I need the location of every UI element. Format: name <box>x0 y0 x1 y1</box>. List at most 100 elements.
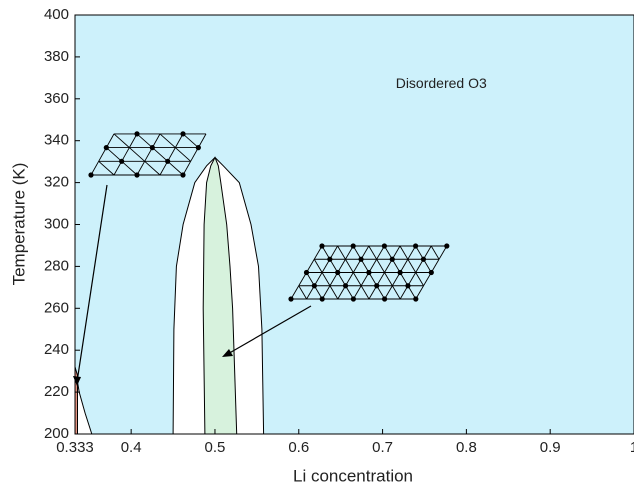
lattice-site <box>303 269 310 276</box>
lattice-line <box>175 147 191 162</box>
lattice-site <box>350 243 356 249</box>
lattice-line <box>298 285 307 300</box>
annotation: Disordered O3 <box>396 75 487 91</box>
lattice-site <box>149 145 155 151</box>
y-tick-label: 340 <box>44 132 69 149</box>
lattice-line <box>430 245 440 260</box>
lattice-line <box>360 285 370 300</box>
x-tick-label: 0.333 <box>56 439 94 456</box>
lattice-line <box>113 133 130 148</box>
x-tick-label: 0.9 <box>540 439 561 456</box>
lattice-line <box>376 259 385 273</box>
lattice-site <box>180 172 186 178</box>
lattice-line <box>159 133 176 148</box>
lattice-site <box>405 283 411 289</box>
arrow <box>76 184 108 383</box>
x-tick-label: 0.8 <box>456 439 477 456</box>
lattice-site <box>374 283 380 289</box>
lattice-site <box>195 145 201 151</box>
lattice-line <box>167 160 184 176</box>
lattice-line <box>144 147 153 162</box>
lattice-site <box>335 269 341 276</box>
y-axis-label: Temperature (K) <box>9 163 28 286</box>
lattice-site <box>319 296 325 302</box>
x-tick-label: 0.5 <box>205 439 226 456</box>
y-tick-label: 300 <box>44 215 69 232</box>
lattice-site <box>180 131 186 137</box>
lattice-line <box>98 160 115 176</box>
y-tick-label: 200 <box>44 425 69 442</box>
arrow <box>225 305 312 356</box>
lattice-line <box>174 133 184 148</box>
lattice-line <box>144 160 161 176</box>
x-tick-label: 0.4 <box>121 439 142 456</box>
lattice-line <box>136 161 146 176</box>
lattice-site <box>366 269 372 276</box>
y-tick-label: 280 <box>44 257 69 274</box>
arrow-head <box>222 349 233 357</box>
lattice-line <box>321 272 331 286</box>
lattice-line <box>152 147 168 162</box>
lattices <box>88 131 450 302</box>
lattice-site <box>119 158 125 164</box>
lattice-site <box>444 243 450 249</box>
x-tick-label: 0.6 <box>288 439 309 456</box>
lattice-site <box>382 296 388 302</box>
lattice-site <box>288 296 294 302</box>
lattice-site <box>413 243 419 249</box>
lattice-site <box>342 283 349 289</box>
lattice-site <box>420 256 427 262</box>
lattice-line <box>313 259 323 273</box>
lattice-line <box>136 133 153 148</box>
y-tick-label: 380 <box>44 48 69 65</box>
lattice-line <box>368 245 378 260</box>
y-tick-label: 220 <box>44 383 69 400</box>
lattice-line <box>121 147 130 162</box>
lattice-site <box>134 172 140 178</box>
lattice-line <box>384 272 393 286</box>
lattice-site <box>327 256 333 262</box>
lattice-line <box>129 147 145 162</box>
lattice-line <box>98 147 107 162</box>
y-tick-label: 240 <box>44 341 69 358</box>
lattice-line <box>329 285 339 300</box>
lattice-line <box>167 147 176 162</box>
lattice-line <box>197 133 207 148</box>
lattice-line <box>182 133 199 148</box>
lattice-line <box>407 259 417 273</box>
lattice-site <box>358 256 364 262</box>
lattice-line <box>182 161 192 176</box>
lattice-line <box>113 161 123 176</box>
lattice-line <box>121 160 138 176</box>
y-tick-label: 320 <box>44 174 69 191</box>
lattice-site <box>165 158 171 164</box>
lattice-line <box>352 272 362 286</box>
lattice-site <box>311 283 317 289</box>
lattice-site <box>397 269 403 276</box>
background-region <box>75 15 634 434</box>
lattice-line <box>337 245 346 260</box>
lattice-line <box>128 133 138 148</box>
lattice-line <box>391 285 401 300</box>
lattice-line <box>190 147 199 162</box>
lattice-site <box>428 269 434 276</box>
lattice-site <box>381 243 387 249</box>
lattice-line <box>415 272 424 286</box>
lattice-site <box>389 256 395 262</box>
lattice-line <box>90 161 100 176</box>
lattice-site <box>350 296 356 302</box>
lattice-line <box>345 259 354 273</box>
lattice-line <box>106 147 122 162</box>
lattice-site <box>134 131 140 137</box>
lattice-line <box>151 133 161 148</box>
lattice-line <box>105 133 115 148</box>
x-axis-label: Li concentration <box>293 466 413 485</box>
lattice-site <box>319 243 325 249</box>
lattice-site <box>103 145 109 151</box>
phase-region <box>202 156 238 435</box>
y-tick-label: 400 <box>44 6 69 23</box>
lattice-line <box>159 161 169 176</box>
y-tick-label: 360 <box>44 90 69 107</box>
